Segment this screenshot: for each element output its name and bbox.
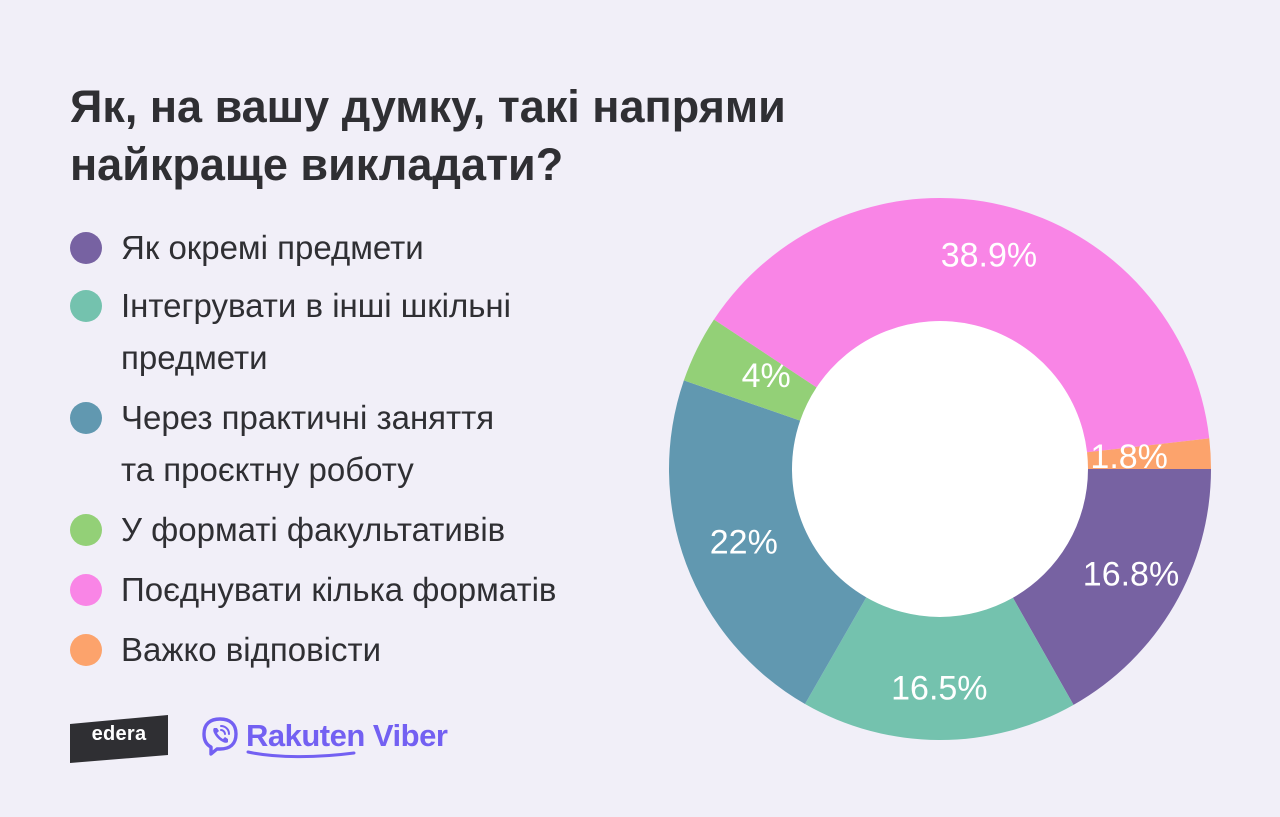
slice-value-label: 22% [710, 523, 778, 561]
donut-slice [804, 597, 1074, 740]
edera-logo: edera [70, 715, 168, 763]
legend-item: Як окремі предмети [70, 222, 670, 274]
legend-swatch [70, 574, 102, 606]
donut-slice [669, 380, 867, 704]
legend-label: Важко відповісти [121, 631, 382, 668]
donut-hole [792, 321, 1088, 617]
slice-value-label: 16.8% [1083, 556, 1179, 594]
legend-swatch [70, 232, 102, 264]
viber-phone-bubble-icon [202, 717, 238, 756]
donut-slice [713, 198, 1210, 453]
edera-logo-shape [70, 715, 168, 763]
legend-item: Через практичні заняття та проєктну робот… [70, 392, 670, 496]
legend-label: Поєднувати кілька форматів [121, 571, 557, 608]
rakuten-viber-logo: Rakuten Viber [200, 716, 480, 760]
legend-item: Важко відповісти [70, 624, 670, 676]
legend-item: У форматі факультативів [70, 504, 670, 556]
slice-value-label: 16.5% [891, 669, 987, 707]
legend-swatch [70, 290, 102, 322]
chart-title-line-2: найкраще викладати? [70, 139, 564, 190]
slice-value-label: 1.8% [1090, 438, 1168, 476]
legend-label: Через практичні заняття [121, 399, 495, 436]
legend-label: Інтегрувати в інші шкільні [121, 287, 511, 324]
legend: Як окремі предмети Інтегрувати в інші шкі… [70, 222, 670, 684]
slice-value-label: 38.9% [941, 236, 1037, 274]
chart-title-line-1: Як, на вашу думку, такі напрями [70, 81, 786, 132]
viber-logo-text: Rakuten Viber [246, 718, 448, 753]
legend-label: У форматі факультативів [121, 511, 506, 548]
legend-swatch [70, 514, 102, 546]
legend-item: Інтегрувати в інші шкільні предмети [70, 280, 670, 384]
legend-label: Як окремі предмети [121, 229, 424, 266]
donut-chart: 16.8%16.5%22%4%38.9%1.8% [669, 198, 1211, 740]
donut-slice [683, 319, 817, 421]
rakuten-swoosh [246, 750, 356, 759]
legend-item: Поєднувати кілька форматів [70, 564, 670, 616]
legend-label: та проєктну роботу [121, 451, 414, 488]
legend-label: предмети [121, 339, 268, 376]
chart-title: Як, на вашу думку, такі напрями найкраще… [70, 78, 890, 194]
donut-slice [1087, 438, 1211, 469]
legend-swatch [70, 402, 102, 434]
legend-swatch [70, 634, 102, 666]
donut-slice [1012, 469, 1211, 705]
edera-logo-text: edera [91, 723, 147, 745]
